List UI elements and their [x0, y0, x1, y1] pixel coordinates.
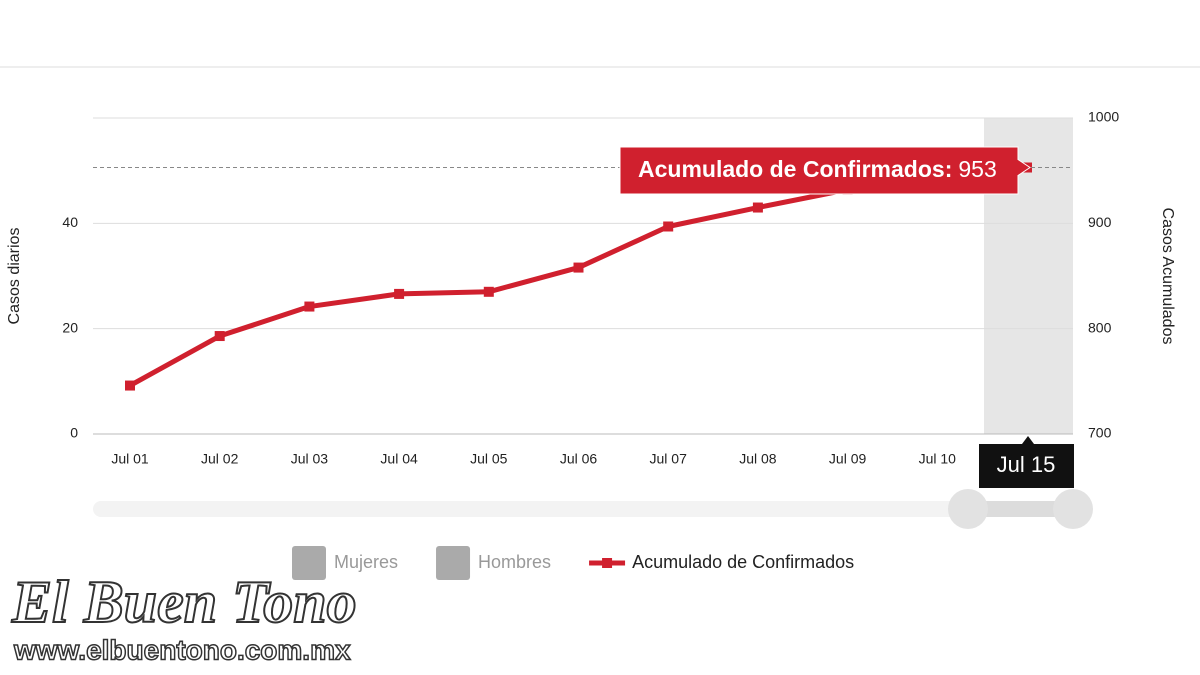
legend-label: Acumulado de Confirmados [632, 552, 854, 572]
scrollbar-selection[interactable] [968, 501, 1073, 517]
legend-item[interactable]: Acumulado de Confirmados [589, 552, 854, 572]
legend-item[interactable]: Hombres [436, 546, 551, 580]
tooltip-box [619, 146, 1031, 195]
scroll-handle[interactable] [1053, 489, 1093, 529]
legend-marker [602, 558, 613, 568]
legend-swatch [292, 546, 326, 580]
x-tick-label: Jul 08 [739, 451, 777, 467]
y2-axis-title: Casos Acumulados [1159, 208, 1176, 345]
legend-swatch [436, 546, 471, 580]
y-tick-label: 40 [62, 214, 78, 230]
x-tick-label: Jul 04 [380, 451, 418, 467]
y2-tick-label: 900 [1088, 214, 1112, 230]
y-tick-label: 20 [62, 319, 78, 335]
tooltip: Acumulado de Confirmados: 953 [619, 146, 1031, 195]
x-tick-label: Jul 06 [560, 451, 598, 467]
y2-tick-label: 1000 [1088, 109, 1119, 125]
x-hover-label: Jul 15 [997, 452, 1056, 477]
x-tick-label: Jul 07 [650, 451, 688, 467]
tooltip-text: Acumulado de Confirmados: 953 [638, 156, 997, 182]
y2-tick-label: 800 [1088, 319, 1112, 335]
point-marker [573, 262, 584, 273]
point-marker [125, 380, 135, 391]
point-marker [752, 202, 763, 213]
x-tick-label: Jul 10 [919, 451, 957, 467]
x-tick-label: Jul 05 [470, 451, 508, 467]
point-marker [663, 221, 674, 232]
watermark-url: www.elbuentono.com.mx [13, 634, 351, 665]
scroll-handle[interactable] [948, 489, 988, 529]
y-axis-title: Casos diarios [6, 228, 23, 325]
tooltip-value: 953 [958, 156, 996, 182]
tooltip-label: Acumulado de Confirmados: [638, 156, 952, 182]
legend-label: Mujeres [334, 552, 398, 572]
legend-label: Hombres [478, 552, 551, 572]
point-marker [304, 301, 315, 312]
x-tick-label: Jul 03 [291, 451, 329, 467]
y2-tick-label: 700 [1088, 425, 1112, 441]
x-tick-label: Jul 02 [201, 451, 239, 467]
line-series [128, 165, 1028, 388]
x-tick-label: Jul 09 [829, 451, 867, 467]
x-tick-label: Jul 01 [111, 451, 149, 467]
point-marker [214, 331, 225, 342]
x-hover-box [979, 436, 1074, 488]
point-marker [394, 288, 405, 299]
watermark-title: El Buen Tono [11, 569, 357, 635]
legend-item[interactable]: Mujeres [292, 546, 398, 580]
point-marker [483, 286, 494, 297]
y-tick-label: 0 [70, 425, 78, 441]
scrollbar-track[interactable] [93, 501, 1073, 517]
